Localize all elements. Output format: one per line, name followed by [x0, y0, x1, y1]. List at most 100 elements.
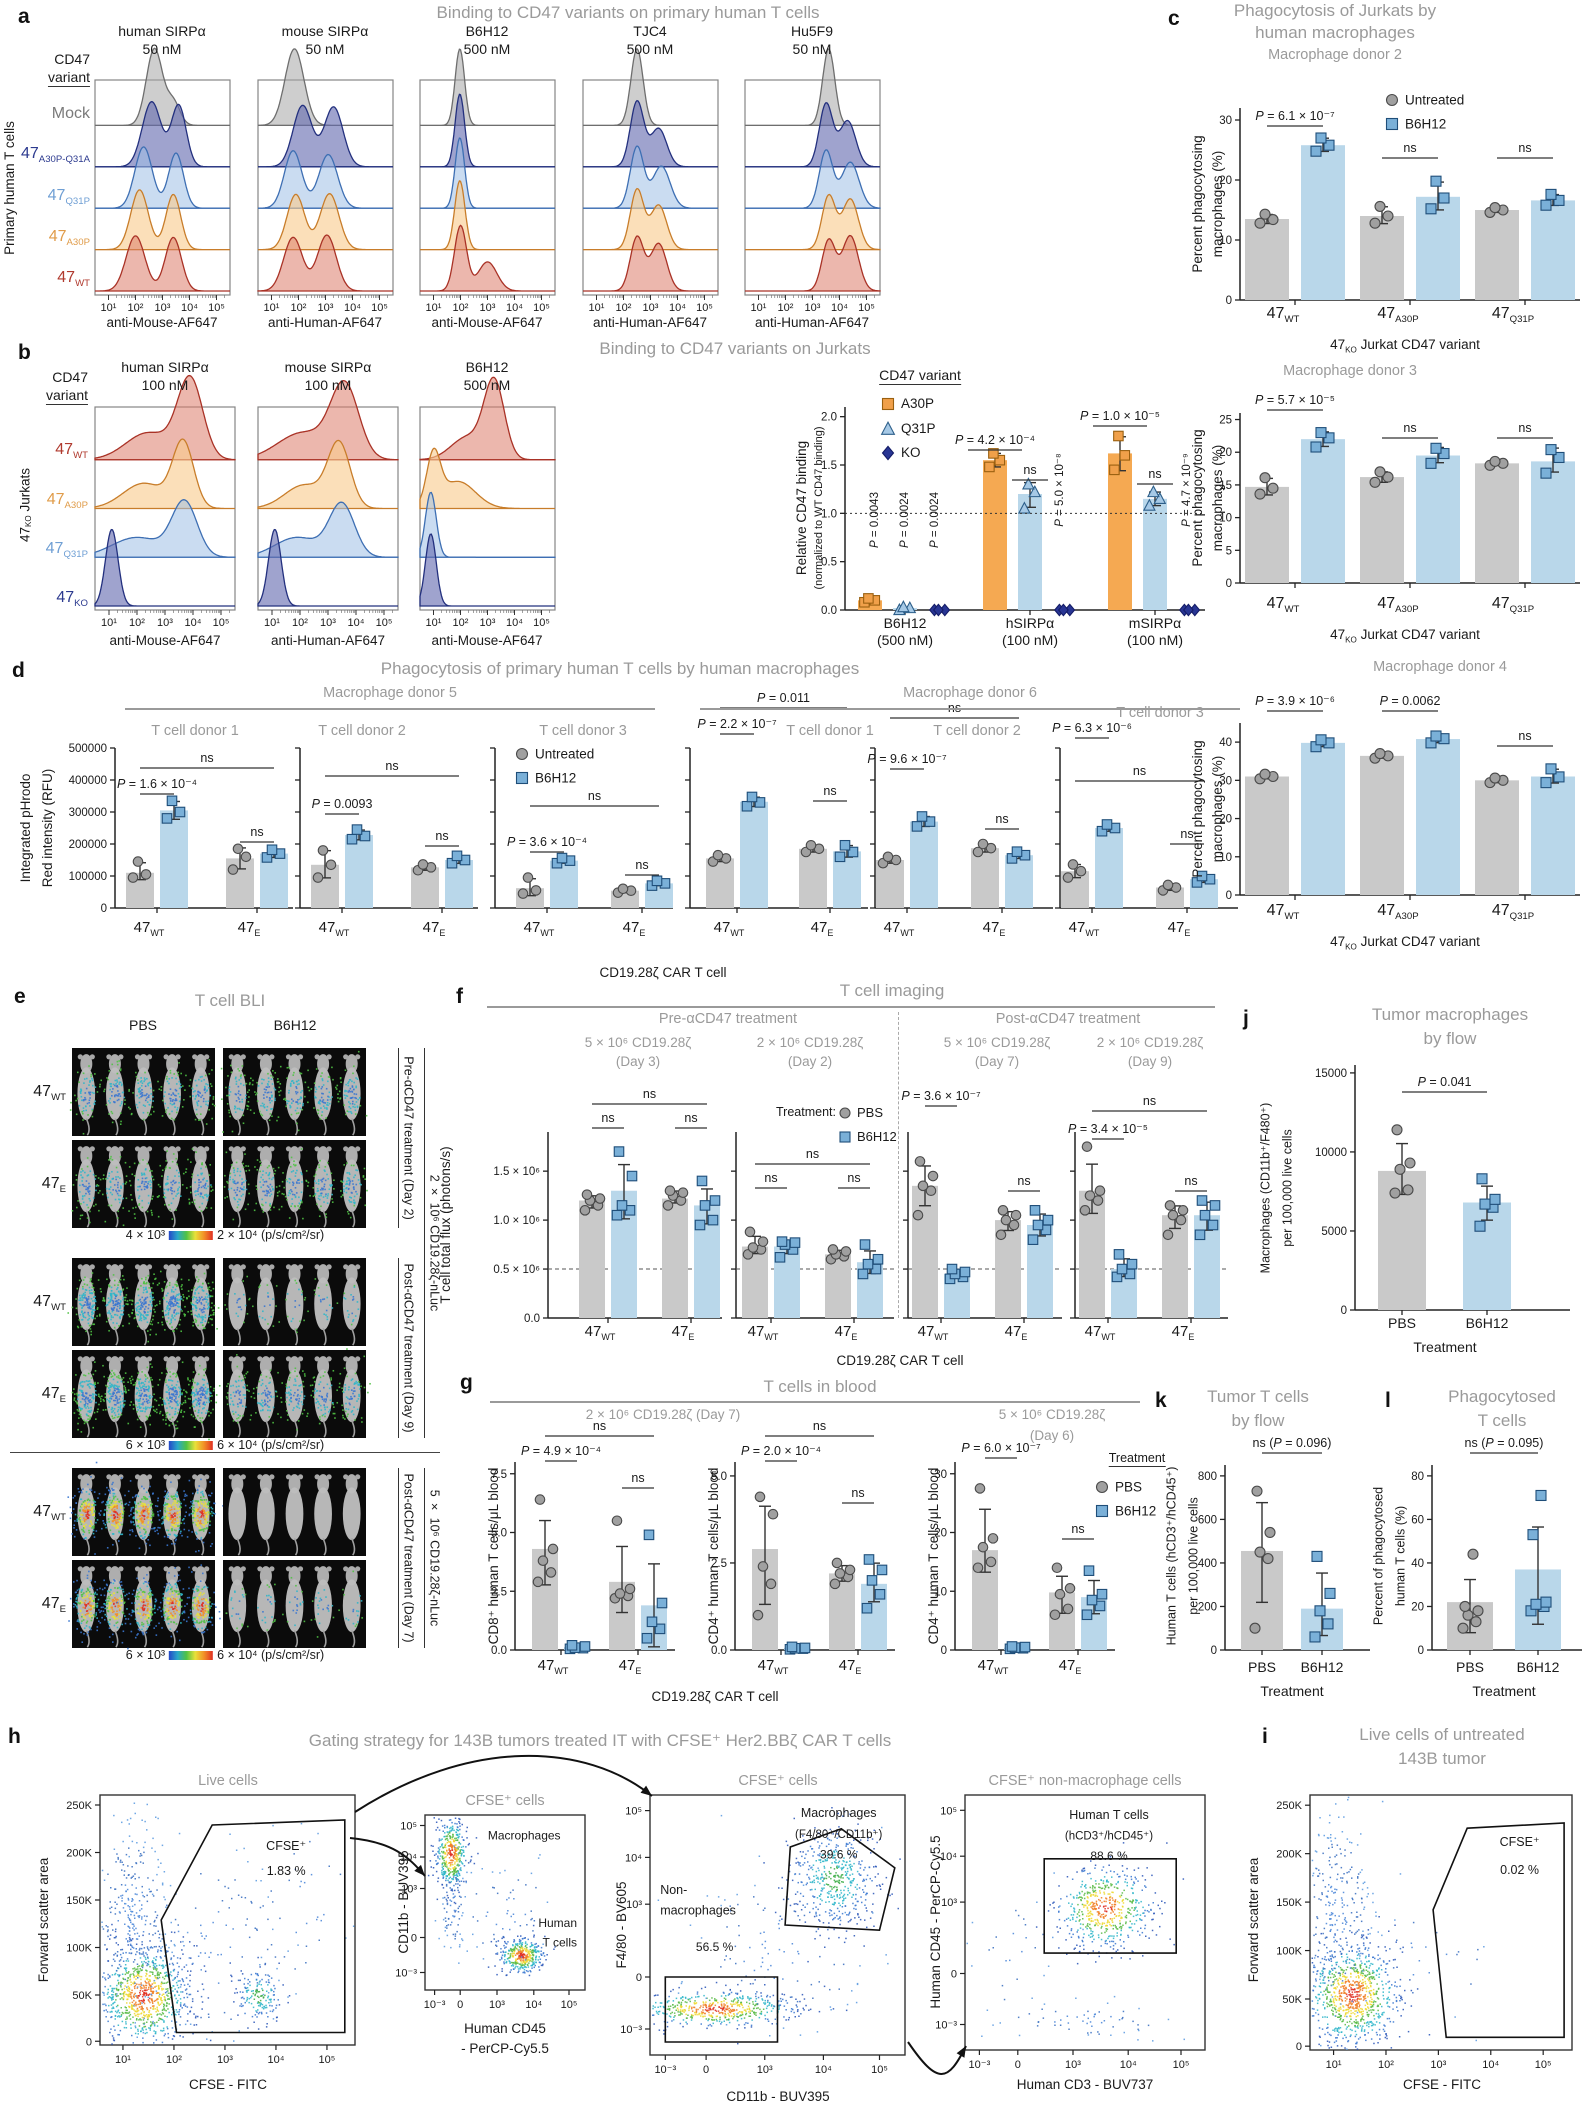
data-point — [1374, 748, 1386, 760]
data-point — [646, 1616, 658, 1628]
data-point — [1182, 603, 1194, 617]
data-point — [664, 1185, 676, 1197]
axis-tick: 0.5 — [821, 557, 837, 569]
bar — [825, 1254, 851, 1318]
data-point — [451, 850, 463, 862]
axis-tick: 10¹ — [101, 617, 117, 629]
axis-tick: 10⁴ — [267, 2054, 284, 2066]
data-point — [1259, 768, 1271, 780]
bar — [1245, 776, 1289, 895]
axis-tick: 10⁴ — [1482, 2059, 1499, 2071]
data-point — [611, 1209, 623, 1221]
axis-tick: 100K — [1276, 1946, 1302, 1958]
axis-tick: 10³ — [155, 302, 171, 314]
gate-label: CFSE⁺ — [266, 1839, 306, 1853]
data-point — [997, 1205, 1009, 1216]
data-point — [1162, 1229, 1174, 1241]
data-point — [641, 1632, 653, 1644]
axis-tick: 1.5 × 10⁶ — [493, 1166, 540, 1178]
axis-tick: 600 — [1198, 1514, 1217, 1526]
data-point — [1177, 1205, 1189, 1216]
axis-tick: 40 — [1219, 737, 1232, 749]
data-point — [977, 1541, 989, 1553]
data-point — [829, 1578, 841, 1590]
axis-tick: 30 — [934, 1469, 947, 1481]
axis-tick: 0 — [1015, 2059, 1021, 2071]
data-point — [1385, 117, 1399, 131]
bar — [740, 801, 768, 908]
p-value: P = 6.0 × 10⁻⁷ — [961, 1441, 1041, 1455]
axis-tick: 2.0 — [821, 412, 837, 424]
data-point — [1540, 777, 1552, 789]
axis-tick: 5 — [1226, 545, 1232, 557]
data-point — [1019, 1641, 1031, 1653]
data-point — [1119, 450, 1131, 461]
bar — [1245, 219, 1289, 300]
bar — [910, 821, 938, 908]
data-point — [1251, 1485, 1263, 1497]
axis-tick: 10⁴ — [940, 1851, 957, 1863]
flow-cfse-cells-cd11b-cd45: Macrophages Human T cells 10⁵ 10⁴ 10³ 0 10⁻³ 10⁻… — [395, 1814, 586, 2011]
bar — [1475, 780, 1519, 895]
data-point — [515, 747, 529, 761]
data-point — [1092, 1195, 1104, 1206]
data-point — [896, 600, 910, 613]
data-point — [1310, 441, 1322, 453]
data-point — [1324, 1587, 1336, 1599]
data-point — [839, 839, 851, 851]
data-point — [1084, 1190, 1096, 1201]
legend-label: B6H12 — [535, 771, 576, 786]
data-point — [872, 1253, 884, 1265]
data-point — [1479, 1198, 1491, 1210]
data-point — [754, 1491, 766, 1503]
axis-tick: 0 — [941, 1645, 947, 1657]
panel-b-legend: A30P Q31P KO — [880, 396, 936, 461]
data-point — [654, 1623, 666, 1635]
ns-annotation: ns — [200, 751, 213, 765]
data-point — [1489, 202, 1501, 214]
data-point — [417, 859, 429, 870]
axis-tick: 10⁵ — [319, 2054, 336, 2066]
data-point — [651, 875, 663, 887]
data-point — [741, 800, 753, 812]
data-point — [1430, 175, 1442, 187]
ns-annotation: ns — [588, 789, 601, 803]
data-point — [744, 1226, 756, 1238]
axis-tick: 10¹ — [751, 302, 767, 314]
data-point — [1254, 488, 1266, 500]
data-point — [1207, 1219, 1219, 1231]
panel-a-hist-0: 10¹ 10² 10³ 10⁴ 10⁵ — [94, 47, 231, 314]
data-point — [917, 1180, 929, 1192]
data-point — [132, 856, 144, 867]
axis-tick: 0 — [1226, 295, 1232, 307]
data-point — [1164, 1200, 1176, 1211]
data-point — [346, 833, 358, 845]
data-point — [656, 1597, 668, 1609]
data-point — [1167, 1209, 1179, 1221]
data-point — [1079, 1205, 1091, 1216]
bar — [1416, 196, 1460, 300]
axis-tick: 10⁵ — [371, 302, 388, 314]
bar — [1095, 828, 1123, 908]
data-point — [767, 1508, 779, 1520]
data-point — [857, 1268, 869, 1280]
p-value: P = 0.011 — [757, 691, 810, 705]
data-point — [1094, 1185, 1106, 1197]
axis-tick: 10³ — [643, 302, 659, 314]
axis-tick: 200K — [1276, 1849, 1302, 1861]
axis-tick: 10² — [129, 617, 145, 629]
bar — [550, 860, 578, 908]
data-point — [1027, 1234, 1039, 1245]
panel-a-hist-1: 10¹ 10² 10³ 10⁴ 10⁵ — [257, 48, 394, 314]
data-point — [1438, 192, 1450, 204]
axis-tick: 25 — [1219, 415, 1232, 427]
gate-label: Human T cells — [1069, 1808, 1148, 1822]
data-point — [765, 1578, 777, 1590]
ns-annotation: ns — [1518, 141, 1531, 155]
bar — [1416, 739, 1460, 895]
data-point — [1425, 457, 1437, 469]
axis-tick: 50K — [1282, 1994, 1302, 2006]
data-point — [1527, 1529, 1539, 1541]
data-point — [862, 1258, 874, 1270]
data-point — [579, 1205, 591, 1216]
